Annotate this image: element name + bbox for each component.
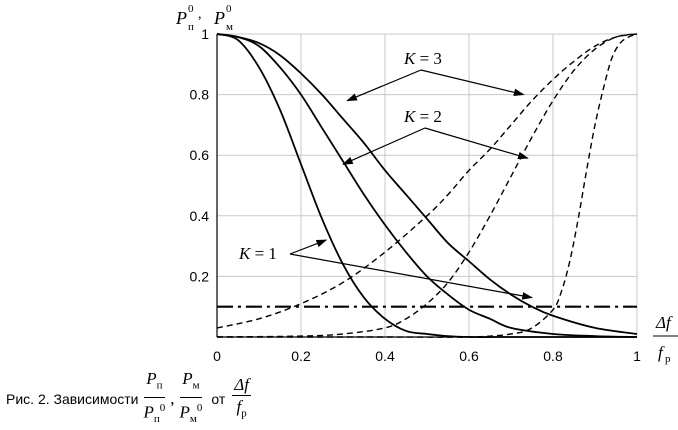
annotation-arrow-1-1 [424,127,529,160]
caption-prefix: Рис. 2. Зависимости [6,391,139,407]
series-line-solid-2 [216,33,638,335]
y-label-p2-sup: 0 [226,3,232,15]
y-label-p1-sup: 0 [188,3,194,15]
caption-f1-num: P [146,369,157,389]
y-tick-label-3: 0.8 [190,87,210,103]
caption-f1-num-sub: п [156,379,163,392]
x-axis-label: Δf f р [653,313,678,365]
y-label-p1-sub: п [188,21,194,33]
y-label-p2: P [213,8,225,28]
series-line-dashed-4 [216,33,638,338]
caption-f1-den-sup: 0 [159,401,166,414]
x-label-den-sub: р [665,353,671,365]
x-tick-label-2: 0.4 [375,348,395,364]
annotation-label-2: K = 1 [238,244,277,263]
series-line-solid-0 [216,33,637,338]
caption-f3-den: f [236,396,242,416]
x-tick-label-4: 0.8 [543,348,563,364]
grid [217,33,638,337]
figure-caption: Рис. 2. Зависимости Pп Pп0 , Pм Pм0 от Δ… [6,368,254,429]
x-tick-label-1: 0.2 [291,348,311,364]
plot-frame [216,34,637,338]
y-label-p2-sub: м [226,21,233,33]
caption-f2-den-sup: 0 [196,401,203,414]
caption-f2-num: P [182,369,193,389]
series-line-dashed-3 [216,33,638,338]
caption-word: от [211,391,226,407]
annotation-arrow-1-0 [342,127,426,165]
x-tick-label-0: 0 [213,348,221,364]
annotations: K = 3 K = 2 K = 1 [238,49,534,300]
caption-fraction-1: Pп Pп0 [141,368,167,429]
annotation-label-1: K = 2 [403,107,442,126]
y-label-sep: , [198,7,202,22]
annotation-arrow-0-0 [346,69,422,102]
x-tick-label-5: 1 [633,348,641,364]
y-tick-label-4: 1 [201,26,209,42]
chart: 0 0.2 0.4 0.6 0.8 10.20.40.60.81 K = 3K = 2K … [175,3,678,365]
y-tick-label-2: 0.6 [190,147,210,163]
caption-f1-den-sub: п [153,412,160,425]
caption-f3-num: Δf [234,374,249,394]
annotation-label-0: K = 3 [403,49,442,68]
caption-f2-den: P [179,402,190,422]
caption-f3-den-sub: р [241,407,247,420]
caption-f2-num-sub: м [192,379,200,392]
x-label-den: f [658,343,665,362]
series-line-solid-1 [216,33,638,338]
y-tick-label-1: 0.4 [190,208,210,224]
tick-labels: 0 0.2 0.4 0.6 0.8 1 0.2 0.4 0.6 0.8 1 [190,26,642,364]
caption-f1-den: P [143,402,154,422]
y-axis-label: P п 0 , P м 0 [175,3,233,33]
caption-comma: , [170,389,175,408]
x-label-num: Δf [655,313,673,332]
caption-fraction-3: Δf fр [232,374,251,424]
annotation-arrow-2-0 [289,239,328,255]
y-label-p1: P [175,8,187,28]
series-line-dashed-5 [216,33,638,329]
caption-fraction-2: Pм Pм0 [178,368,205,429]
series-curves [216,33,638,338]
annotation-arrow-2-1 [289,253,534,300]
y-tick-label-0: 0.2 [190,268,210,284]
x-tick-label-3: 0.6 [459,348,479,364]
annotation-arrow-0-1 [420,69,525,97]
caption-f2-den-sub: м [189,412,197,425]
